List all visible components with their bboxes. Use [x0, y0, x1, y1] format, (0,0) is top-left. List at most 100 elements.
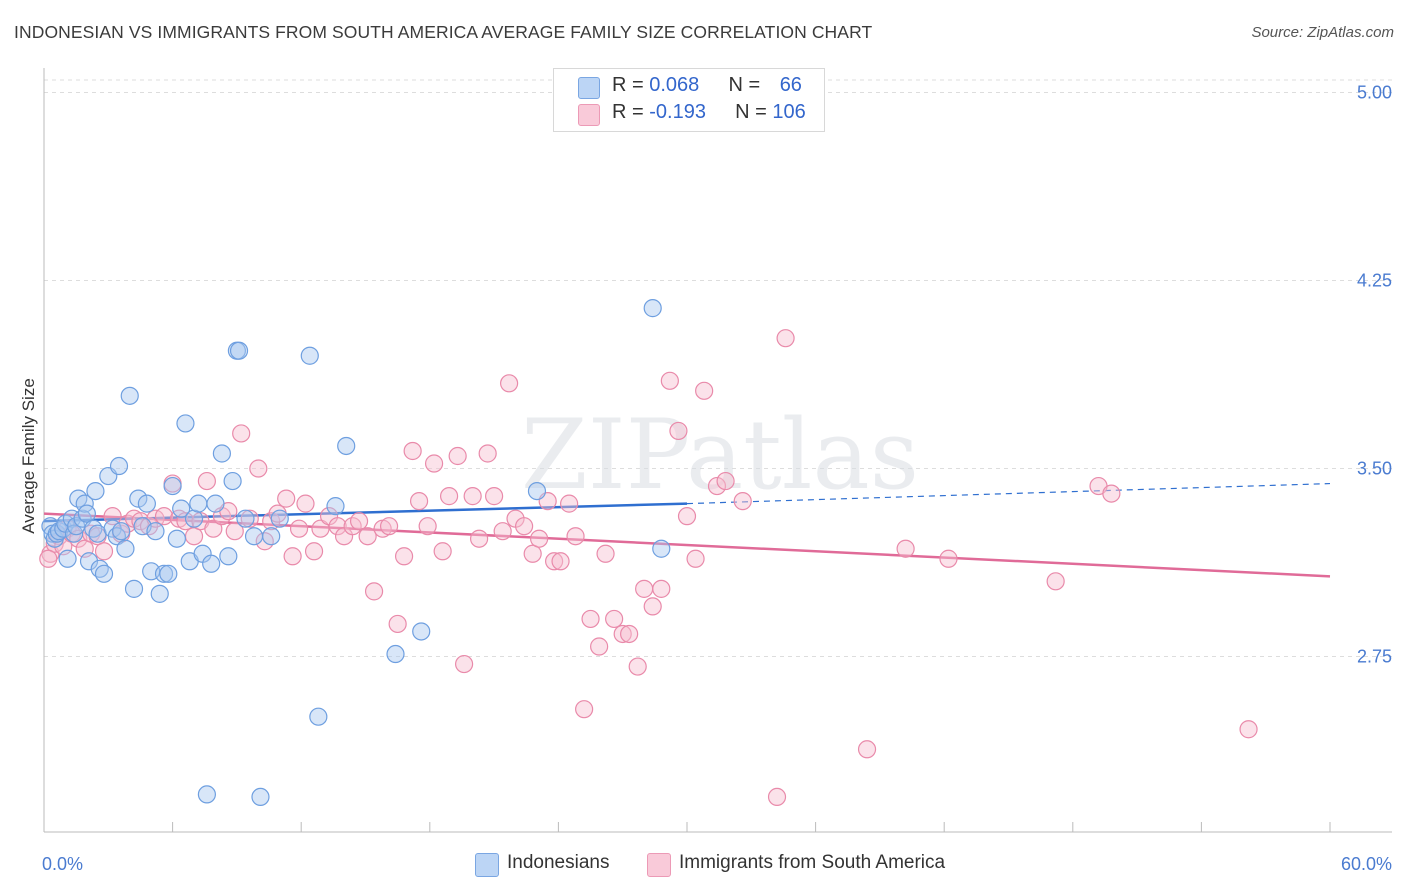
pink-point — [478, 444, 497, 463]
legend-r-value: 0.068 — [649, 74, 700, 96]
pink-point — [433, 542, 452, 561]
legend-r-value: -0.193 — [649, 101, 706, 123]
pink-point — [154, 507, 174, 526]
blue-point — [244, 527, 264, 546]
pink-trend-line — [43, 512, 1331, 578]
pink-point — [620, 624, 639, 644]
legend-n-value: 66 — [779, 74, 802, 96]
y-tick-label: 5.00 — [1357, 83, 1392, 103]
pink-point — [695, 381, 714, 400]
pink-point — [523, 544, 542, 563]
blue-point — [184, 509, 204, 528]
blue-point — [129, 489, 148, 508]
blue-point — [154, 564, 174, 583]
correlation-legend: R = 0.068 N = 66 R = -0.193 N = 106 — [553, 68, 825, 132]
blue-point — [176, 414, 195, 433]
pink-point — [225, 522, 244, 541]
pink-point — [716, 471, 735, 491]
blue-point — [86, 481, 105, 501]
pink-point — [677, 507, 697, 526]
pink-point — [575, 700, 594, 719]
pink-point — [596, 544, 615, 563]
pink-point — [660, 371, 679, 390]
blue-point — [270, 509, 289, 528]
pink-point — [304, 542, 324, 561]
blue-point — [77, 504, 96, 523]
legend-swatch-blue — [475, 853, 499, 877]
pink-point — [493, 522, 512, 541]
pink-point — [733, 492, 752, 511]
pink-point — [283, 547, 302, 566]
blue-point — [58, 549, 77, 568]
pink-point — [767, 787, 787, 807]
pink-point — [566, 527, 585, 546]
legend-label: Indonesians — [507, 852, 610, 873]
pink-point — [277, 489, 296, 508]
blue-point — [412, 622, 431, 641]
pink-point — [545, 552, 564, 571]
pink-point — [857, 740, 877, 759]
pink-point — [328, 517, 347, 536]
pink-point — [776, 329, 795, 348]
pink-point — [39, 549, 58, 568]
blue-point — [146, 522, 165, 541]
blue-trend-line-dashed — [686, 482, 1331, 505]
blue-point — [212, 444, 231, 463]
pink-point — [103, 507, 122, 526]
pink-point — [669, 421, 688, 441]
blue-point — [64, 524, 84, 543]
blue-point — [159, 564, 178, 583]
pink-point — [204, 519, 223, 538]
pink-point — [581, 609, 600, 629]
x-tick-label: 60.0% — [1341, 854, 1392, 874]
blue-point — [326, 497, 345, 516]
x-tick-label: 0.0% — [42, 854, 83, 874]
legend-n-value: 106 — [772, 101, 806, 123]
pink-point — [424, 454, 444, 473]
blue-point — [202, 554, 221, 573]
legend-r-label: R = — [612, 101, 650, 123]
blue-point — [79, 552, 99, 571]
chart-title: INDONESIAN VS IMMIGRANTS FROM SOUTH AMER… — [14, 22, 873, 42]
pink-point — [551, 552, 570, 571]
pink-point — [515, 517, 534, 536]
pink-point — [394, 547, 414, 566]
pink-point — [409, 492, 429, 511]
pink-point — [358, 527, 377, 546]
pink-point — [289, 519, 309, 538]
pink-point — [1239, 720, 1258, 739]
pink-point — [463, 487, 482, 506]
axes — [43, 68, 1392, 833]
pink-point — [197, 471, 216, 491]
pink-point — [249, 459, 268, 478]
pink-point — [240, 509, 259, 528]
pink-point — [560, 494, 579, 513]
tick-labels: 2.75 3.50 4.25 5.00 0.0% 60.0% — [42, 83, 1392, 874]
pink-point — [628, 657, 647, 676]
pink-point — [643, 597, 662, 616]
y-tick-label: 3.50 — [1357, 459, 1392, 479]
pink-point — [1102, 484, 1121, 503]
watermark: ZIPatlas — [521, 399, 919, 511]
blue-point — [163, 476, 182, 496]
blue-point — [116, 539, 135, 558]
legend-n-label: N = — [728, 74, 766, 96]
blue-points — [41, 299, 671, 807]
blue-point — [527, 481, 547, 501]
blue-point — [112, 522, 131, 541]
pink-point — [652, 579, 671, 598]
pink-point — [635, 579, 654, 598]
pink-point — [1046, 572, 1065, 591]
blue-point — [109, 456, 129, 476]
pink-point — [686, 549, 705, 568]
blue-point — [236, 509, 255, 528]
blue-point — [386, 644, 405, 664]
blue-point — [229, 341, 249, 360]
blue-point — [219, 547, 238, 566]
blue-point — [262, 527, 281, 546]
pink-point — [94, 542, 114, 561]
blue-point — [223, 471, 242, 491]
pink-point — [707, 476, 727, 496]
pink-point — [418, 517, 437, 536]
